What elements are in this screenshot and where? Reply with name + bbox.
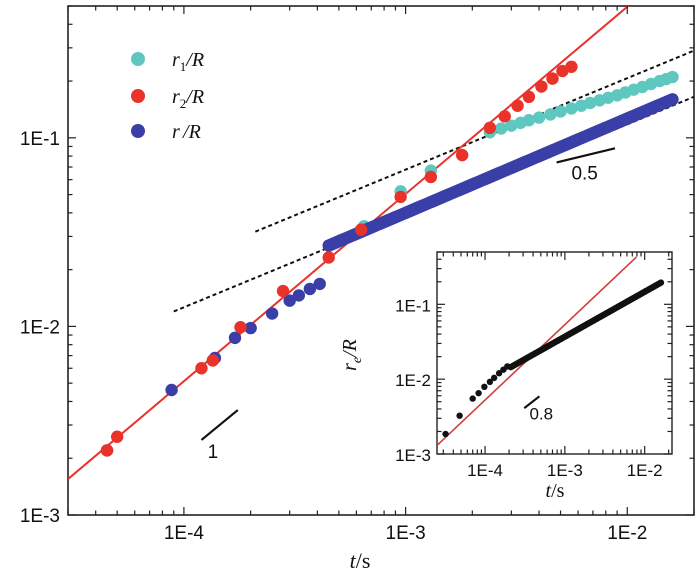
series-r-point [265,307,279,320]
series-r2-point [565,60,578,74]
series-r2-point [511,99,524,112]
main-slope-label: 1 [208,442,219,463]
inset-axes-ticks: 1E-4 1E-3 1E-2 1E-3 1E-2 1E-1 [395,251,672,480]
inset-series-point [456,412,463,419]
main-y-tick-label: 1E-3 [20,506,60,527]
inset-series-point [481,383,488,391]
main-points-layer [100,60,679,457]
legend-label-r: r /R [172,121,201,146]
inset-plot-frame [436,251,673,455]
legend-marker-r1 [131,52,145,66]
series-r2-point [394,190,407,204]
series-r2-point [522,90,536,104]
series-r1-point [554,105,567,118]
inset-y-tick-label: 1E-2 [395,371,431,390]
series-r-point [292,289,306,302]
inset-y-tick-label: 1E-3 [395,446,431,465]
series-r2-point [234,321,247,334]
series-r1-point [565,102,578,115]
legend-label-r1: r1/R [172,49,204,74]
series-r-point [228,331,242,345]
main-axes-ticks: 1E-4 1E-3 1E-2 1E-3 1E-2 1E-1 [20,5,695,544]
legend-marker-r2 [131,89,145,103]
main-x-tick-label: 1E-3 [386,523,426,544]
series-r1-point [495,122,508,135]
inset-series-point [475,389,482,397]
main-x-tick-label: 1E-4 [164,523,205,544]
legend: r1/R r2/R r /R [131,49,204,146]
inset-slope-label: 0.8 [529,404,553,423]
inset-series-point [442,430,449,438]
legend-label-r2: r2/R [172,86,204,111]
series-r2-point [498,110,511,123]
main-x-axis-label: t/s [350,548,371,573]
series-r1-point [544,108,557,121]
series-r-point [244,321,257,335]
series-r1-point [583,96,597,110]
inset-series-point [469,395,476,402]
main-x-tick-label: 1E-2 [607,523,647,544]
series-r2-point [455,148,469,162]
series-r2-point [195,362,208,375]
inset-series-point [486,378,494,386]
inset-series-point [490,374,498,382]
main-slope-markers: 10.5 [200,147,616,463]
series-r2-point [322,251,335,264]
inset-series-point [495,370,503,377]
slope-guide-line [254,49,694,233]
main-plot-frame [67,5,695,516]
inset-x-tick-label: 1E-2 [627,461,663,480]
inset-y-tick-label: 1E-1 [395,296,431,315]
inset-x-tick-label: 1E-3 [547,461,583,480]
series-r-point [303,282,317,296]
inset-slope-marker [523,395,541,410]
series-r1-point [522,114,536,127]
series-r2-point [546,72,559,85]
series-r2-point [535,80,548,93]
main-y-tick-label: 1E-2 [20,317,60,338]
main-y-tick-label: 1E-1 [20,129,60,150]
series-r1-point [532,111,546,124]
series-r2-point [424,170,438,184]
inset-points-layer [442,279,665,438]
inset-x-tick-label: 1E-4 [467,461,503,480]
series-r-point [666,93,679,106]
inset-slope-markers: 0.8 [523,395,553,423]
main-slope-marker [200,409,239,441]
legend-marker-r [131,124,145,138]
series-r2-point [483,121,497,135]
series-r-point [165,383,178,397]
series-r2-point [354,223,368,236]
main-slope-marker [556,147,616,164]
series-r2-point [110,430,124,443]
series-r2-point [206,354,220,367]
inset-series-point [657,279,665,286]
main-slope-label: 0.5 [571,164,597,185]
inset-y-axis-label: re/R [339,339,365,371]
series-r2-point [276,284,290,298]
inset-x-axis-label: t/s [546,480,565,502]
series-r-point [283,294,296,307]
series-r-point [313,277,326,291]
series-r1-point [666,70,679,84]
series-r2-point [100,444,114,457]
